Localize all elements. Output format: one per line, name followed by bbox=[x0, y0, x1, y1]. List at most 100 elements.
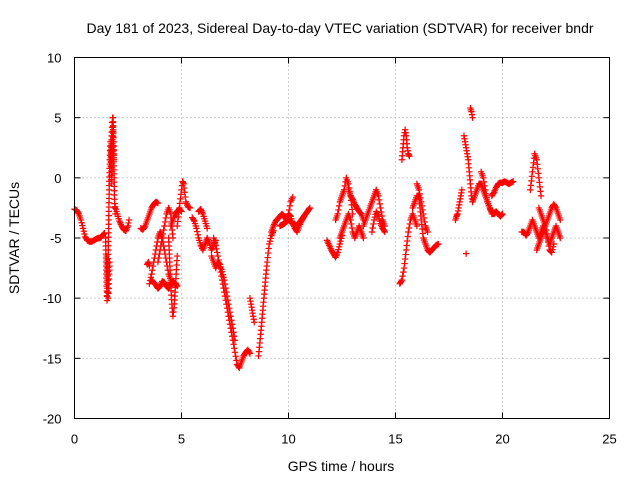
data-point bbox=[288, 195, 296, 202]
series-seg-02-26 bbox=[111, 203, 133, 234]
data-point bbox=[223, 292, 231, 300]
data-point bbox=[231, 337, 239, 344]
data-point bbox=[543, 230, 550, 238]
data-point bbox=[154, 199, 162, 207]
data-point bbox=[334, 249, 341, 256]
data-point bbox=[159, 234, 166, 242]
series-seg-dive-b bbox=[208, 252, 239, 344]
data-point bbox=[335, 202, 343, 210]
data-point bbox=[499, 210, 506, 218]
data-point bbox=[370, 220, 377, 228]
data-point bbox=[336, 240, 344, 248]
data-point bbox=[190, 216, 197, 224]
data-point bbox=[106, 258, 113, 266]
data-point bbox=[406, 220, 413, 228]
data-point bbox=[203, 225, 211, 232]
data-point bbox=[398, 278, 405, 285]
data-point bbox=[416, 190, 423, 198]
data-point bbox=[156, 250, 163, 258]
data-point bbox=[219, 271, 227, 278]
x-tick-label: 5 bbox=[178, 432, 185, 447]
data-point bbox=[549, 246, 556, 253]
data-point bbox=[420, 210, 427, 218]
data-point bbox=[418, 202, 426, 210]
data-point bbox=[218, 268, 226, 275]
data-point bbox=[194, 231, 202, 238]
data-point bbox=[125, 216, 133, 224]
series-seg-00-02 bbox=[71, 205, 108, 245]
data-point bbox=[225, 300, 232, 308]
data-point bbox=[482, 190, 490, 198]
data-point bbox=[377, 204, 384, 212]
series-seg-216-228 bbox=[533, 201, 564, 254]
data-point bbox=[544, 234, 551, 242]
data-point bbox=[228, 321, 236, 328]
data-point bbox=[221, 280, 229, 288]
data-point bbox=[368, 228, 376, 236]
series-seg-12-135 bbox=[336, 210, 367, 242]
series-seg-140-145 bbox=[368, 208, 388, 236]
y-axis-label: SDTVAR / TECUs bbox=[6, 182, 22, 294]
data-point bbox=[213, 245, 220, 253]
data-point bbox=[306, 205, 313, 212]
data-point bbox=[524, 229, 531, 237]
data-point bbox=[159, 230, 167, 238]
data-point bbox=[482, 186, 489, 194]
series-seg-152-158 bbox=[396, 210, 421, 287]
x-tick-label: 15 bbox=[388, 432, 402, 447]
data-point bbox=[266, 238, 274, 245]
data-point bbox=[406, 152, 413, 160]
data-point bbox=[158, 238, 165, 246]
data-point bbox=[347, 216, 354, 224]
data-point bbox=[224, 296, 232, 304]
data-point bbox=[193, 228, 201, 235]
y-tick-label: 10 bbox=[47, 51, 61, 66]
data-point bbox=[490, 190, 497, 197]
data-point bbox=[251, 319, 258, 326]
series-seg-213-218 bbox=[527, 150, 545, 200]
data-point bbox=[348, 195, 356, 202]
data-point bbox=[417, 198, 425, 206]
data-point bbox=[545, 242, 553, 250]
data-point bbox=[557, 234, 564, 242]
chart-title: Day 181 of 2023, Sidereal Day-to-day VTE… bbox=[86, 20, 593, 36]
data-point bbox=[421, 218, 428, 226]
data-point bbox=[216, 260, 223, 267]
data-point bbox=[193, 225, 200, 232]
data-point bbox=[220, 274, 227, 281]
data-point bbox=[161, 218, 169, 226]
data-point bbox=[335, 246, 342, 253]
data-point bbox=[376, 200, 384, 208]
data-point bbox=[228, 317, 235, 324]
series-seg-195-205 bbox=[488, 178, 517, 200]
data-point bbox=[480, 178, 488, 186]
data-point bbox=[141, 223, 148, 231]
data-point bbox=[420, 214, 428, 222]
data-point bbox=[542, 226, 550, 234]
data-point bbox=[267, 235, 274, 242]
series-seg-spike-1.8 bbox=[107, 114, 118, 169]
data-point bbox=[233, 357, 240, 364]
data-point bbox=[413, 222, 421, 230]
data-point bbox=[286, 212, 294, 219]
data-point bbox=[369, 224, 376, 232]
series-seg-190-197 bbox=[477, 168, 500, 218]
data-point bbox=[360, 234, 367, 242]
y-tick-label: -5 bbox=[50, 231, 62, 246]
data-point bbox=[544, 238, 552, 246]
data-point bbox=[550, 240, 558, 248]
series-seg-3-4 bbox=[137, 198, 162, 233]
data-point bbox=[299, 215, 306, 222]
data-point bbox=[154, 258, 162, 266]
y-tick-label: -20 bbox=[43, 412, 62, 427]
data-point bbox=[223, 288, 230, 296]
data-point bbox=[469, 114, 476, 121]
data-point bbox=[230, 329, 237, 336]
data-point bbox=[399, 272, 406, 280]
series-seg-spike-low bbox=[103, 252, 113, 302]
data-point bbox=[148, 270, 155, 278]
data-point bbox=[246, 350, 254, 357]
data-point bbox=[548, 249, 555, 256]
data-point bbox=[229, 325, 237, 332]
data-point bbox=[221, 276, 228, 284]
